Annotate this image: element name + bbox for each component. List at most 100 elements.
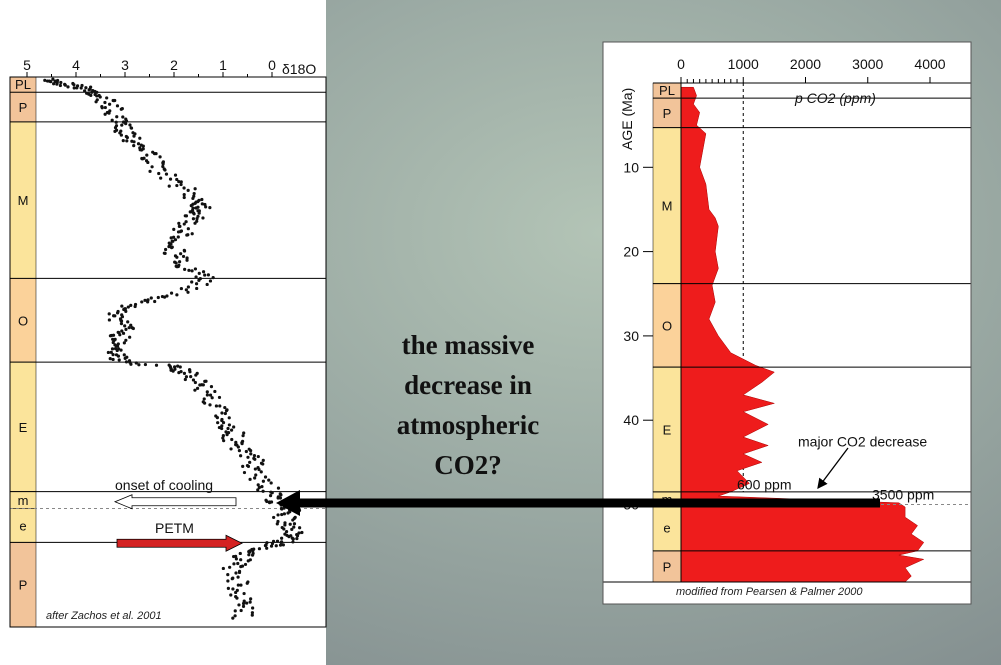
delta18o-data-point <box>204 205 208 209</box>
delta18o-data-point <box>173 173 178 177</box>
delta18o-data-point <box>298 526 302 530</box>
delta18o-data-point <box>292 525 296 529</box>
delta18o-data-point <box>114 120 118 124</box>
delta18o-data-point <box>160 294 165 299</box>
delta18o-data-point <box>145 153 149 157</box>
delta18o-data-point <box>182 222 186 226</box>
delta18o-data-point <box>281 543 285 547</box>
delta18o-data-point <box>72 86 76 90</box>
delta18o-x-tick-label: 2 <box>170 57 178 73</box>
delta18o-data-point <box>226 573 230 577</box>
delta18o-data-point <box>122 341 126 345</box>
major-co2-decrease-label: major CO2 decrease <box>798 433 927 449</box>
delta18o-data-point <box>218 404 222 408</box>
delta18o-data-point <box>136 142 141 146</box>
delta18o-data-point <box>186 290 190 294</box>
delta18o-data-point <box>260 485 264 489</box>
delta18o-data-point <box>197 278 201 282</box>
delta18o-data-point <box>148 169 152 173</box>
pco2-x-tick-label: 1000 <box>728 56 759 72</box>
center-question-line-1: the massive <box>402 330 535 360</box>
delta18o-data-point <box>259 470 263 474</box>
delta18o-data-point <box>215 416 219 420</box>
delta18o-data-point <box>115 348 119 353</box>
delta18o-data-point <box>133 304 137 309</box>
delta18o-data-point <box>278 496 282 500</box>
delta18o-data-point <box>47 79 52 83</box>
delta18o-data-point <box>257 467 261 472</box>
delta18o-data-point <box>132 144 136 148</box>
petm-label: PETM <box>155 520 194 536</box>
delta18o-plot-area <box>10 77 326 627</box>
delta18o-data-point <box>268 494 273 498</box>
pco2-epoch-label: e <box>663 521 670 536</box>
delta18o-data-point <box>250 613 254 617</box>
delta18o-data-point <box>182 193 186 197</box>
delta18o-data-point <box>170 246 174 250</box>
delta18o-data-point <box>59 80 63 85</box>
delta18o-data-point <box>165 294 169 298</box>
delta18o-data-point <box>175 265 179 269</box>
delta18o-data-point <box>55 82 59 86</box>
delta18o-data-point <box>261 458 265 462</box>
delta18o-data-point <box>118 333 122 337</box>
delta18o-data-point <box>106 350 110 355</box>
delta18o-data-point <box>108 357 112 361</box>
delta18o-data-point <box>230 437 234 442</box>
pco2-x-tick-label: 2000 <box>790 56 821 72</box>
delta18o-epoch-label: P <box>19 100 28 115</box>
delta18o-data-point <box>111 357 115 362</box>
delta18o-data-point <box>272 515 276 520</box>
delta18o-data-point <box>214 404 219 408</box>
delta18o-data-point <box>223 411 227 416</box>
delta18o-data-point <box>251 606 255 610</box>
delta18o-data-point <box>175 177 179 182</box>
delta18o-data-point <box>126 305 130 309</box>
pco2-y-tick-label: 20 <box>623 244 639 260</box>
delta18o-data-point <box>242 591 246 596</box>
pco2-epoch-label: M <box>662 199 673 214</box>
pco2-y-tick-label: 30 <box>623 328 639 344</box>
delta18o-data-point <box>119 319 124 323</box>
delta18o-data-point <box>241 464 245 468</box>
delta18o-data-point <box>188 370 192 374</box>
delta18o-data-point <box>183 267 187 271</box>
delta18o-data-point <box>134 361 138 365</box>
delta18o-data-point <box>179 180 183 184</box>
delta18o-data-point <box>248 460 252 464</box>
delta18o-data-point <box>75 86 79 90</box>
delta18o-data-point <box>103 112 107 116</box>
delta18o-data-point <box>237 603 241 607</box>
pco2-y-tick-label: 10 <box>623 159 639 175</box>
delta18o-data-point <box>234 554 238 558</box>
delta18o-x-axis: 5 4 3 2 1 0 <box>23 57 276 77</box>
delta18o-data-point <box>113 126 118 130</box>
delta18o-data-point <box>110 118 114 122</box>
delta18o-data-point <box>239 583 243 587</box>
delta18o-data-point <box>119 348 123 352</box>
delta18o-credit: after Zachos et al. 2001 <box>46 610 162 622</box>
delta18o-data-point <box>227 416 231 420</box>
delta18o-data-point <box>202 397 206 401</box>
delta18o-data-point <box>253 467 257 471</box>
delta18o-data-point <box>193 267 198 271</box>
delta18o-data-point <box>184 220 188 224</box>
delta18o-data-point <box>116 354 121 358</box>
delta18o-epoch-label: PL <box>15 77 31 92</box>
delta18o-data-point <box>259 461 264 465</box>
delta18o-data-point <box>242 431 246 435</box>
delta18o-data-point <box>232 562 236 566</box>
delta18o-data-point <box>228 565 232 569</box>
pco2-annotations: major CO2 decrease 600 ppm 3500 ppm <box>737 433 934 502</box>
delta18o-data-point <box>295 534 300 538</box>
delta18o-data-point <box>79 86 83 90</box>
delta18o-data-point <box>123 356 127 360</box>
delta18o-data-point <box>51 77 55 81</box>
delta18o-data-point <box>210 396 214 400</box>
pco2-x-tick-label: 3000 <box>852 56 883 72</box>
delta18o-data-point <box>235 596 239 600</box>
delta18o-data-point <box>157 171 161 176</box>
delta18o-data-point <box>263 544 268 548</box>
delta18o-data-point <box>291 540 295 544</box>
delta18o-data-point <box>171 369 175 373</box>
